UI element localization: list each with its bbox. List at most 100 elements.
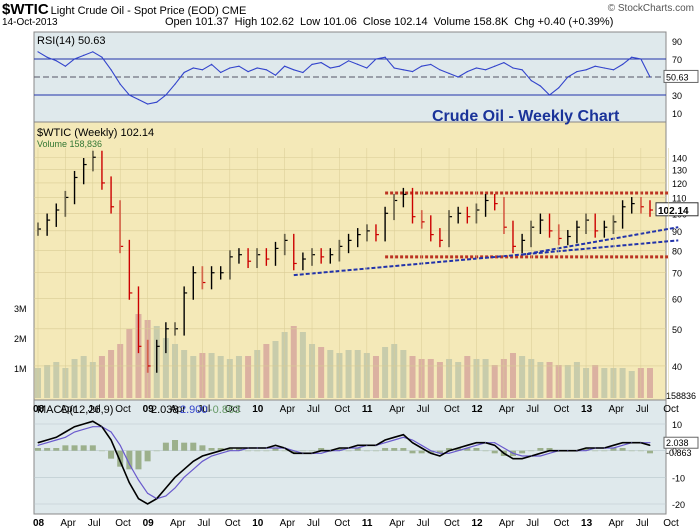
price-x-tick-label: 09 <box>143 404 155 415</box>
volume-bar <box>592 365 599 398</box>
macd-point <box>183 468 185 470</box>
rsi-point <box>192 67 194 69</box>
macd-point <box>320 450 322 452</box>
signal-point <box>74 431 76 433</box>
macd-point <box>64 431 66 433</box>
rsi-point <box>357 63 359 65</box>
volume-bar <box>382 347 389 398</box>
rsi-point <box>55 60 57 62</box>
macd-point <box>549 450 551 452</box>
volume-bar <box>263 344 270 398</box>
macd-histogram-bar <box>482 450 489 452</box>
macd-x-tick-label: Apr <box>60 518 76 529</box>
macd-histogram-bar <box>190 442 197 451</box>
signal-point <box>137 479 139 481</box>
macd-histogram-bar <box>519 450 526 454</box>
volume-bar <box>400 350 407 398</box>
macd-x-tick-label: 08 <box>33 518 45 529</box>
price-x-tick-label: 12 <box>471 404 483 415</box>
volume-bar <box>44 365 51 398</box>
volume-bar <box>318 347 325 398</box>
macd-histogram-bar <box>354 448 361 451</box>
macd-point <box>612 444 614 446</box>
macd-histogram-bar <box>546 448 553 451</box>
macd-point <box>448 450 450 452</box>
rsi-point <box>147 103 149 105</box>
signal-point <box>183 476 185 478</box>
signal-point <box>229 450 231 452</box>
macd-histogram-bar <box>71 445 78 451</box>
macd-histogram-bar <box>619 448 626 451</box>
macd-histogram-bar <box>126 450 133 470</box>
signal-point <box>284 447 286 449</box>
macd-value: 2.038 <box>151 404 179 416</box>
macd-histogram-bar <box>89 445 96 451</box>
volume-tick-label: 2M <box>14 334 27 344</box>
rsi-point <box>64 65 67 67</box>
signal-point <box>421 444 423 446</box>
macd-histogram-bar <box>62 445 69 451</box>
macd-point <box>393 436 395 438</box>
macd-histogram-bar <box>637 450 644 452</box>
price-x-tick-label: Oct <box>554 404 570 415</box>
macd-x-tick-label: Apr <box>499 518 515 529</box>
signal-point <box>649 442 651 444</box>
macd-point <box>119 460 121 462</box>
macd-histogram-bar <box>117 450 124 467</box>
volume-bar <box>619 368 626 398</box>
ohlc-readout: Open 101.37 High 102.62 Low 101.06 Close 10… <box>165 16 619 28</box>
volume-bar <box>290 326 297 398</box>
signal-point <box>485 442 487 444</box>
support-trendline <box>521 226 679 256</box>
signal-point <box>265 447 267 449</box>
price-current-tag: 102.14 <box>655 202 699 217</box>
macd-point <box>55 436 57 438</box>
signal-point <box>412 439 414 441</box>
signal-point <box>430 450 432 452</box>
rsi-point <box>411 71 414 73</box>
signal-point <box>567 450 569 452</box>
rsi-point <box>649 76 651 78</box>
macd-histogram-bar <box>436 450 443 454</box>
rsi-tick-label: 10 <box>672 109 682 119</box>
volume-bar <box>190 356 197 398</box>
signal-point <box>329 450 331 452</box>
rsi-point <box>293 69 295 71</box>
rsi-point <box>558 87 560 89</box>
volume-bar <box>464 356 471 398</box>
macd-histogram-bar <box>172 440 179 451</box>
signal-point <box>92 426 94 428</box>
signal-point <box>55 439 57 441</box>
macd-point <box>174 476 176 478</box>
rsi-point <box>101 56 103 58</box>
macd-histogram-bar <box>372 450 379 452</box>
rsi-point <box>347 60 350 62</box>
rsi-point <box>457 76 459 78</box>
volume-bar <box>564 365 571 398</box>
rsi-point <box>393 67 395 69</box>
rsi-current-value: 50.63 <box>666 72 689 82</box>
price-tick-label: 110 <box>672 193 686 203</box>
volume-bar <box>537 362 544 398</box>
rsi-point <box>521 69 523 71</box>
macd-point <box>147 503 149 505</box>
macd-x-tick-label: Oct <box>225 518 241 529</box>
volume-bar <box>573 362 580 398</box>
signal-point <box>37 444 39 446</box>
signal-point <box>110 431 112 433</box>
price-tick-label: 90 <box>672 227 682 237</box>
rsi-plot: 907050301050.63 <box>34 37 699 119</box>
volume-bar <box>53 362 60 398</box>
signal-point <box>348 447 350 449</box>
volume-bar <box>354 350 361 398</box>
price-tick-label: 70 <box>672 269 682 279</box>
signal-point <box>539 455 541 457</box>
quote-date: 14-Oct-2013 <box>2 17 58 28</box>
volume-tick-label: 3M <box>14 304 27 314</box>
rsi-point <box>265 69 267 71</box>
rsi-point <box>201 69 204 71</box>
signal-point <box>64 436 66 438</box>
price-x-tick-label: Apr <box>608 404 624 415</box>
macd-histogram-bar <box>144 450 151 462</box>
macd-histogram-bar <box>610 448 617 451</box>
